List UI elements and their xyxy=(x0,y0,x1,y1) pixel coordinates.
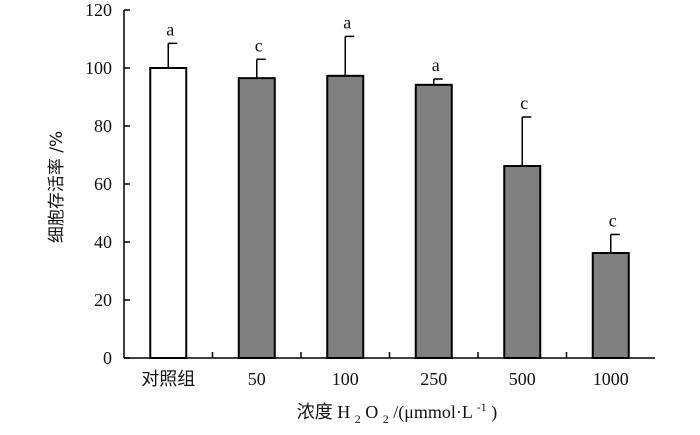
bar xyxy=(591,252,630,360)
significance-label: a xyxy=(343,12,351,32)
significance-label: c xyxy=(255,35,263,55)
x-tick-label: 对照组 xyxy=(141,369,195,389)
x-axis-label-chem-h: H xyxy=(337,402,350,422)
bars-layer xyxy=(149,67,630,360)
error-bars-layer xyxy=(167,35,620,254)
x-axis-label-prefix: 浓度 xyxy=(297,402,338,422)
significance-label: c xyxy=(520,93,528,113)
x-axis-label: 浓度 H 2 O 2 /(μmmol·L -1 ) xyxy=(297,395,497,427)
x-tick-label: 50 xyxy=(248,369,266,389)
bar xyxy=(237,77,276,360)
y-axis-label: 细胞存活率 /% xyxy=(47,131,67,243)
x-tick-label: 1000 xyxy=(593,369,629,389)
y-tick-label: 80 xyxy=(94,116,112,136)
x-axis-label-chem-o: O xyxy=(365,402,378,422)
bar xyxy=(503,165,542,359)
y-tick-label: 120 xyxy=(85,0,112,20)
significance-label: a xyxy=(432,55,440,75)
x-axis-label-unit-open: /(μmmol·L xyxy=(393,402,472,423)
x-axis-label-chem-sub1: 2 xyxy=(355,412,361,426)
significance-label: a xyxy=(166,19,174,39)
x-axis-label-unit-sup: -1 xyxy=(477,400,487,414)
y-tick-label: 0 xyxy=(103,348,112,368)
bar xyxy=(414,83,453,359)
labels-layer: 0 20 40 60 80 100 120 a 对照组 c 50 a 100 a 250 c 500 c 1000 xyxy=(85,0,629,389)
bar xyxy=(149,67,188,359)
significance-label: c xyxy=(609,210,617,230)
x-axis-label-chem-sub2: 2 xyxy=(383,412,389,426)
x-tick-label: 250 xyxy=(420,369,447,389)
x-tick-label: 500 xyxy=(509,369,536,389)
bar xyxy=(326,74,365,360)
x-axis-label-unit-close: ) xyxy=(491,402,497,423)
axes-layer xyxy=(123,9,655,359)
y-tick-label: 100 xyxy=(85,58,112,78)
y-tick-label: 40 xyxy=(94,232,112,252)
y-tick-label: 60 xyxy=(94,174,112,194)
x-tick-label: 100 xyxy=(332,369,359,389)
y-tick-label: 20 xyxy=(94,290,112,310)
